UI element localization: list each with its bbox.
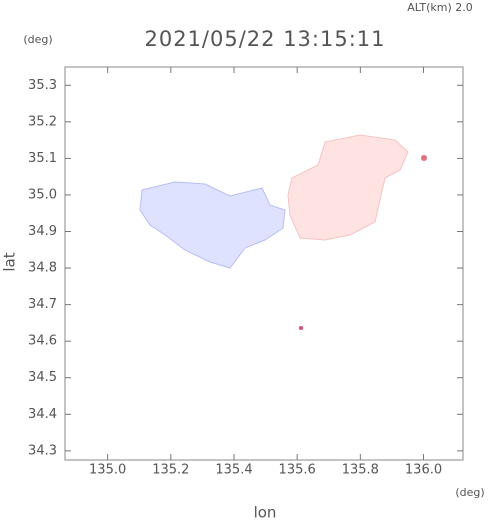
y-tick-label: 35.3 [28,78,57,93]
x-unit: (deg) [455,486,484,499]
y-tick-label: 34.5 [28,370,57,385]
x-tick-label: 135.8 [342,463,379,478]
plot-frame [64,66,464,461]
echo-cell [421,155,427,161]
y-unit: (deg) [23,33,52,46]
echo-cell [299,326,303,330]
x-tick-label: 135.0 [89,463,126,478]
y-tick-label: 35.2 [28,114,57,129]
y-tick-label: 35.0 [28,187,57,202]
y-tick-label: 34.9 [28,224,57,239]
echo-region [139,181,286,269]
y-tick-label: 34.6 [28,334,57,349]
x-tick-label: 136.0 [405,463,442,478]
x-tick-label: 135.6 [279,463,316,478]
x-tick-label: 135.4 [215,463,252,478]
y-tick-label: 34.4 [28,407,57,422]
y-tick-label: 34.8 [28,261,57,276]
echo-region [287,134,409,241]
y-axis-label: lat [1,252,19,271]
y-tick-label: 34.3 [28,443,57,458]
y-tick-label: 35.1 [28,151,57,166]
y-tick-label: 34.7 [28,297,57,312]
chart-title: 2021/05/22 13:15:11 [144,27,385,51]
altitude-label: ALT(km) 2.0 [407,1,473,14]
x-tick-label: 135.2 [152,463,189,478]
echo-field [139,134,427,330]
x-axis-label: lon [254,504,277,521]
